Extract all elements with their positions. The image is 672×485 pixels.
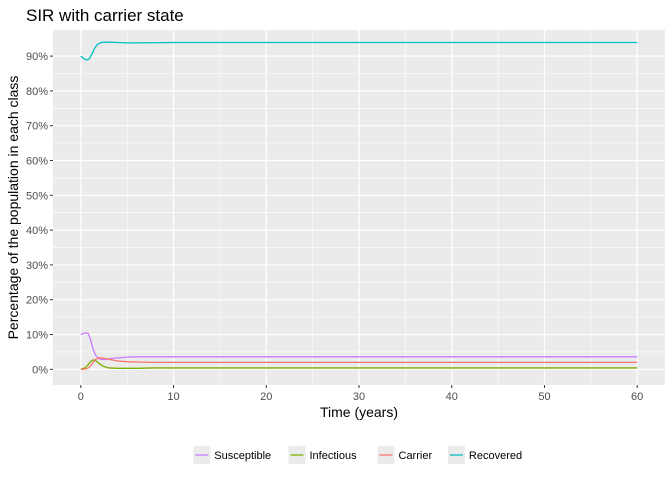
chart-title: SIR with carrier state (26, 6, 184, 25)
y-axis: 0% 10% 20% 30% 40% 50% 60% 70% 80% 90% (26, 51, 53, 376)
series-line-infectious (80, 359, 638, 370)
y-tick-label: 0% (32, 364, 48, 376)
y-tick-label: 20% (26, 295, 48, 307)
x-tick-label: 40 (446, 391, 458, 403)
y-tick-label: 10% (26, 330, 48, 342)
y-tick-label: 80% (26, 86, 48, 98)
y-tick-label: 30% (26, 260, 48, 272)
x-tick-label: 50 (538, 391, 550, 403)
series-lines (80, 41, 638, 370)
x-axis-title: Time (years) (320, 404, 398, 420)
y-tick-label: 90% (26, 51, 48, 63)
legend: Susceptible Infectious Carrier Recovered (193, 446, 522, 464)
x-axis: 0 10 20 30 40 50 60 (78, 385, 643, 403)
x-tick-label: 60 (631, 391, 643, 403)
gridlines (53, 30, 665, 385)
y-tick-label: 40% (26, 225, 48, 237)
legend-label-carrier: Carrier (399, 450, 433, 462)
legend-label-recovered: Recovered (469, 450, 522, 462)
y-tick-label: 50% (26, 190, 48, 202)
x-tick-label: 10 (167, 391, 179, 403)
legend-label-infectious: Infectious (310, 450, 358, 462)
x-tick-label: 0 (78, 391, 84, 403)
y-tick-label: 70% (26, 121, 48, 133)
x-tick-label: 20 (260, 391, 272, 403)
y-tick-label: 60% (26, 156, 48, 168)
y-axis-title: Percentage of the population in each cla… (5, 76, 21, 340)
legend-label-susceptible: Susceptible (214, 450, 271, 462)
series-line-susceptible (80, 332, 638, 361)
x-tick-label: 30 (353, 391, 365, 403)
series-line-carrier (80, 357, 638, 370)
series-line-recovered (80, 41, 638, 61)
